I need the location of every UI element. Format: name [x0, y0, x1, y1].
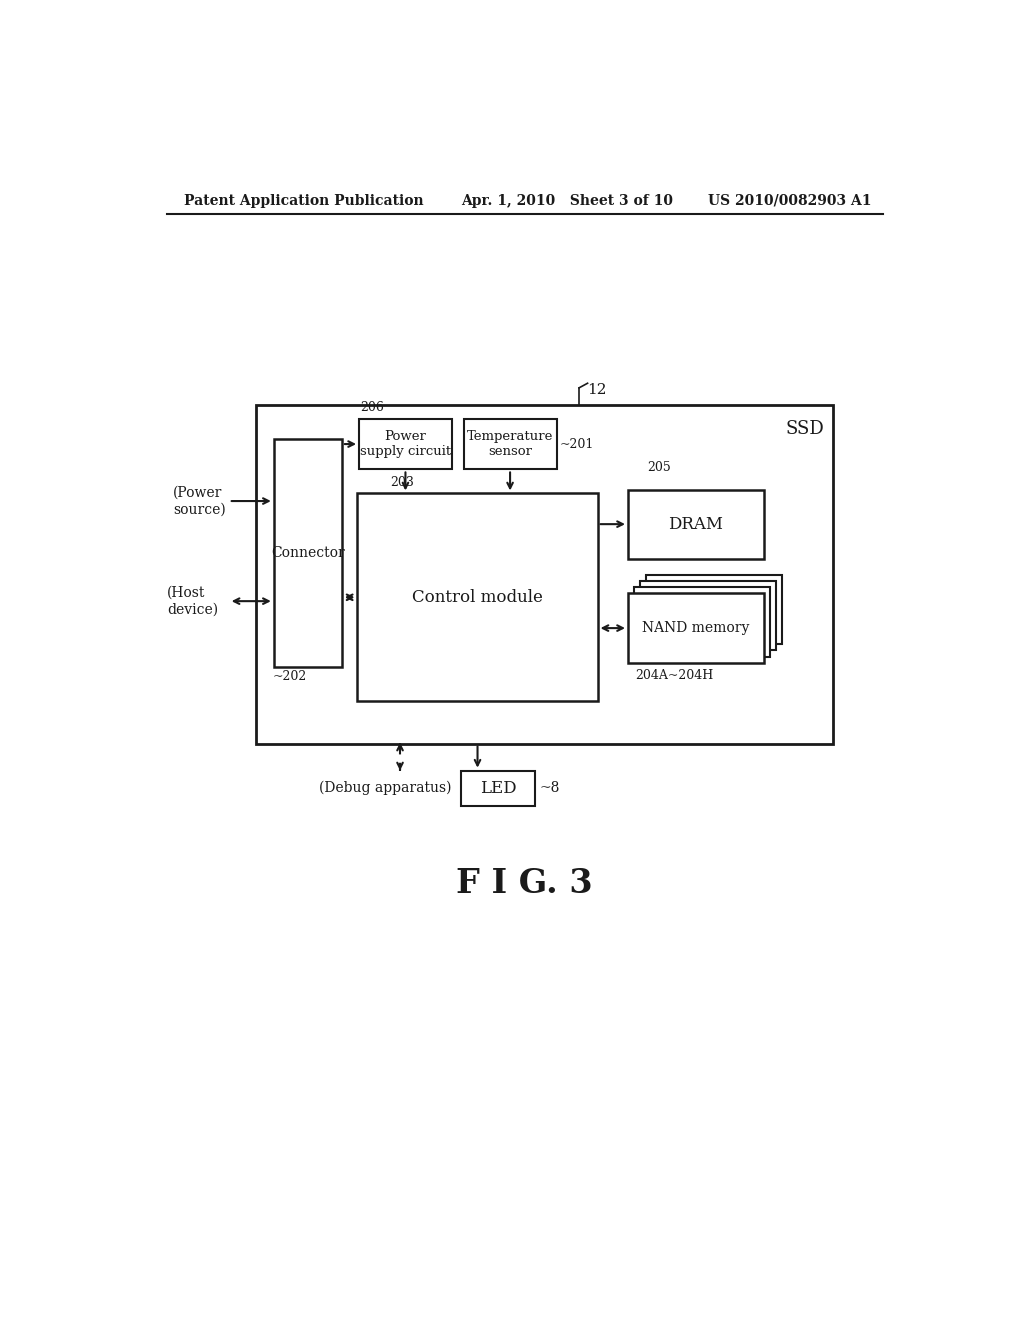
Text: Temperature
sensor: Temperature sensor — [467, 430, 553, 458]
Text: 205: 205 — [647, 461, 671, 474]
Text: Connector: Connector — [271, 546, 345, 560]
Text: SSD: SSD — [785, 420, 824, 438]
Text: 12: 12 — [588, 383, 607, 397]
Text: (Power
source): (Power source) — [173, 486, 225, 516]
Text: Control module: Control module — [412, 589, 543, 606]
Text: Patent Application Publication: Patent Application Publication — [183, 194, 424, 207]
Text: Power
supply circuit: Power supply circuit — [359, 430, 451, 458]
Text: 203: 203 — [390, 475, 414, 488]
Text: F I G. 3: F I G. 3 — [457, 867, 593, 900]
Bar — [634, 587, 770, 656]
Text: (Debug apparatus): (Debug apparatus) — [319, 781, 452, 796]
Bar — [256, 405, 834, 743]
Bar — [359, 418, 452, 470]
Bar — [357, 494, 598, 701]
Text: ~201: ~201 — [560, 437, 594, 450]
Text: LED: LED — [480, 780, 516, 797]
Text: Apr. 1, 2010   Sheet 3 of 10: Apr. 1, 2010 Sheet 3 of 10 — [461, 194, 673, 207]
Bar — [646, 576, 782, 644]
Text: ~202: ~202 — [272, 669, 306, 682]
Text: US 2010/0082903 A1: US 2010/0082903 A1 — [709, 194, 872, 207]
Text: 204A~204H: 204A~204H — [636, 669, 714, 682]
Text: (Host
device): (Host device) — [167, 586, 218, 616]
Text: DRAM: DRAM — [669, 516, 723, 533]
Bar — [273, 440, 342, 667]
Text: NAND memory: NAND memory — [642, 622, 750, 635]
Text: ~8: ~8 — [540, 781, 560, 795]
Bar — [640, 581, 776, 651]
Bar — [464, 418, 557, 470]
Bar — [461, 771, 535, 807]
Text: 206: 206 — [360, 401, 384, 414]
Bar — [628, 594, 764, 663]
Bar — [628, 490, 764, 558]
